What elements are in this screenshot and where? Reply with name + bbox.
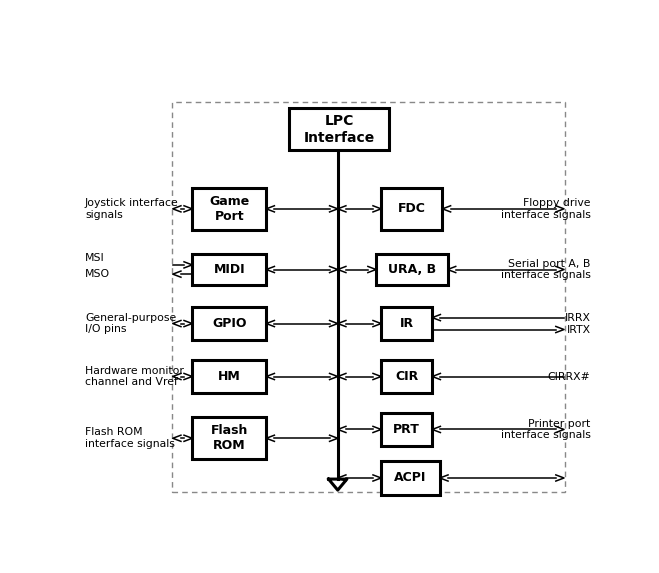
Text: Printer port
interface signals: Printer port interface signals (501, 419, 590, 440)
Text: HM: HM (218, 370, 241, 383)
Bar (192, 307, 266, 340)
Text: Flash ROM
interface signals: Flash ROM interface signals (85, 427, 175, 449)
Text: CIR: CIR (395, 370, 418, 383)
Text: Game
Port: Game Port (209, 195, 249, 223)
Bar (172, 102, 565, 492)
Text: IR: IR (399, 317, 414, 330)
Bar (381, 188, 442, 230)
Bar (289, 108, 389, 150)
Text: PRT: PRT (393, 423, 420, 436)
Text: Serial port A, B
interface signals: Serial port A, B interface signals (501, 259, 590, 280)
Text: ACPI: ACPI (394, 472, 427, 485)
Bar (192, 254, 266, 285)
Bar (381, 360, 432, 393)
Text: Flash
ROM: Flash ROM (210, 424, 248, 452)
Bar (192, 417, 266, 459)
Text: FDC: FDC (398, 202, 426, 215)
Text: URA, B: URA, B (387, 263, 436, 276)
Text: Hardware monitor
channel and Vref: Hardware monitor channel and Vref (85, 366, 184, 387)
Text: Joystick interface
signals: Joystick interface signals (85, 198, 179, 219)
Text: MSO: MSO (85, 269, 110, 279)
Text: GPIO: GPIO (212, 317, 246, 330)
Text: Floppy drive
interface signals: Floppy drive interface signals (501, 198, 590, 219)
Text: IRTX: IRTX (567, 324, 590, 335)
Bar (192, 360, 266, 393)
Bar (381, 307, 432, 340)
Text: IRRX: IRRX (565, 313, 590, 323)
Text: CIRRX#: CIRRX# (548, 371, 590, 382)
Text: MIDI: MIDI (214, 263, 245, 276)
Bar (381, 461, 440, 494)
Text: LPC
Interface: LPC Interface (303, 115, 374, 144)
Bar (376, 254, 447, 285)
Text: General-purpose
I/O pins: General-purpose I/O pins (85, 313, 176, 335)
Bar (381, 413, 432, 446)
Bar (192, 188, 266, 230)
Text: MSI: MSI (85, 253, 105, 262)
